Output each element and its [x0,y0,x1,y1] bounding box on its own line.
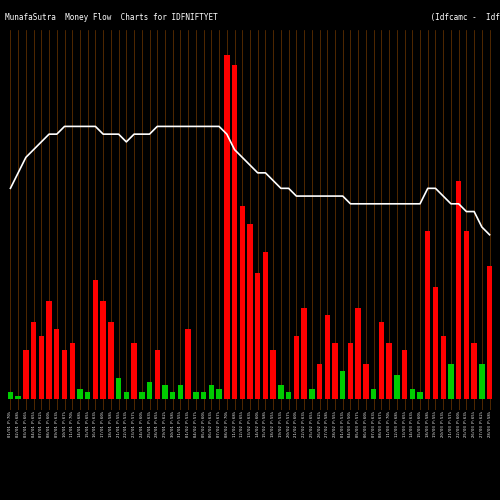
Bar [193,392,198,400]
Bar [487,266,492,400]
Bar [418,392,422,400]
Bar [92,280,98,400]
Bar [108,322,114,400]
Bar [394,375,400,400]
Bar [139,392,144,400]
Bar [201,392,206,400]
Bar [479,364,484,400]
Bar [62,350,67,400]
Bar [332,343,338,400]
Bar [317,364,322,400]
Bar [16,396,21,400]
Bar [356,308,361,400]
Bar [208,386,214,400]
Bar [371,389,376,400]
Bar [54,329,60,400]
Bar [154,350,160,400]
Bar [240,206,245,400]
Bar [302,308,307,400]
Bar [410,389,415,400]
Bar [78,389,82,400]
Bar [472,343,477,400]
Bar [31,322,36,400]
Bar [147,382,152,400]
Bar [8,392,13,400]
Bar [162,386,168,400]
Bar [386,343,392,400]
Bar [348,343,353,400]
Bar [255,273,260,400]
Bar [433,287,438,400]
Bar [270,350,276,400]
Bar [263,252,268,400]
Bar [378,322,384,400]
Bar [232,65,237,400]
Bar [170,392,175,400]
Text: MunafaSutra  Money Flow  Charts for IDFNIFTYET                                  : MunafaSutra Money Flow Charts for IDFNIF… [5,12,500,22]
Bar [456,182,462,400]
Bar [46,301,52,400]
Bar [224,54,230,400]
Bar [100,301,106,400]
Bar [85,392,90,400]
Bar [216,389,222,400]
Bar [23,350,28,400]
Bar [464,230,469,400]
Bar [440,336,446,400]
Bar [278,386,283,400]
Bar [425,230,430,400]
Bar [448,364,454,400]
Bar [116,378,121,400]
Bar [324,315,330,400]
Bar [124,392,129,400]
Bar [340,372,345,400]
Bar [363,364,368,400]
Bar [248,224,252,400]
Bar [132,343,137,400]
Bar [309,389,314,400]
Bar [178,386,183,400]
Bar [286,392,292,400]
Bar [294,336,299,400]
Bar [38,336,44,400]
Bar [70,343,75,400]
Bar [402,350,407,400]
Bar [186,329,191,400]
